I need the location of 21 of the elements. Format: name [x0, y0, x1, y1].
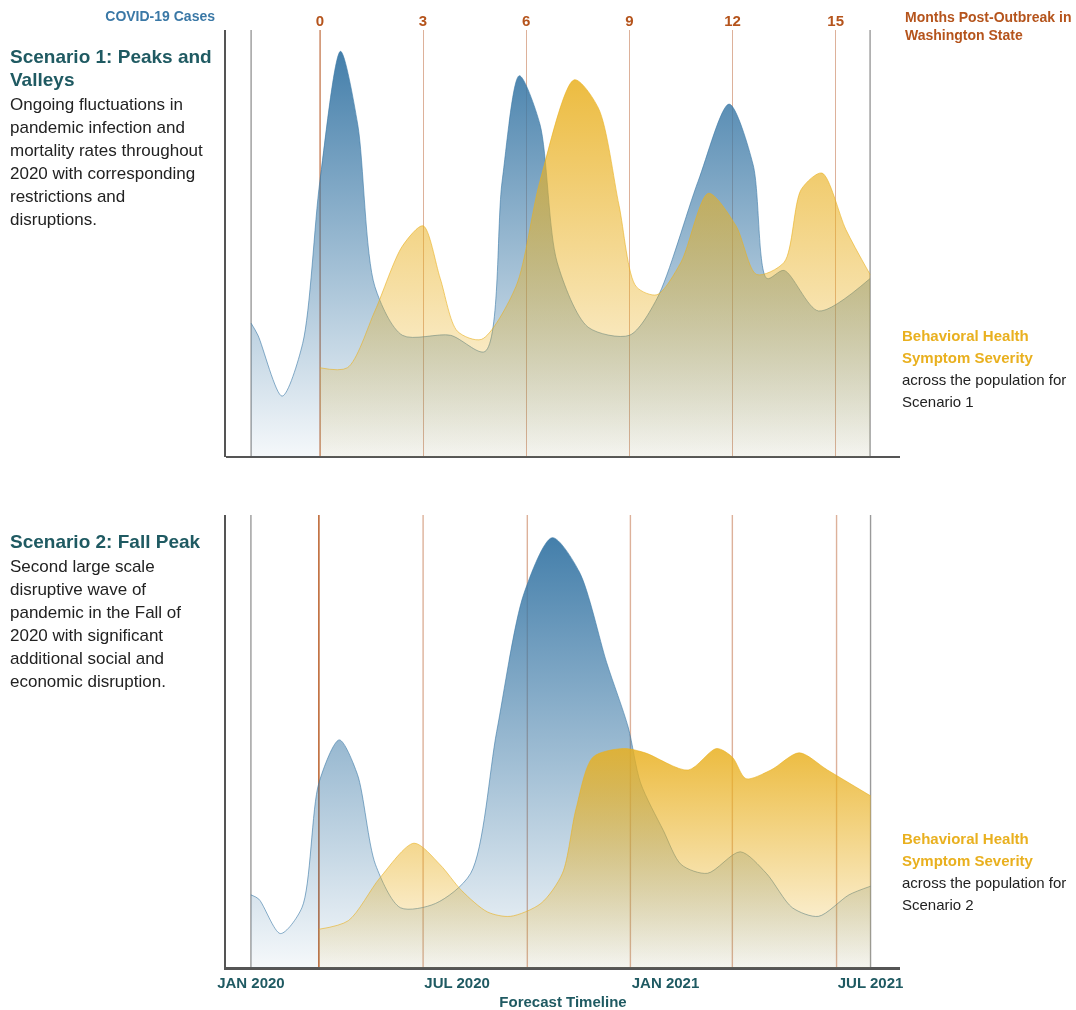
- x-axis-title: Months Post-Outbreak in Washington State: [905, 8, 1073, 44]
- x-tick-label: JAN 2021: [631, 974, 700, 991]
- text: COVID-19 Cases: [104, 8, 215, 24]
- chart-title: Scenario 1: Peaks and Valleys: [10, 45, 213, 91]
- x-tick-label: 15: [827, 12, 845, 29]
- chart-title: Scenario 2: Fall Peak: [10, 530, 202, 553]
- text: across the population for Scenario 1: [902, 369, 1068, 412]
- x-tick-label: 6: [522, 12, 531, 29]
- x-tick-label: 0: [315, 12, 325, 29]
- text: across the population for Scenario 2: [902, 872, 1068, 915]
- x-tick-label: 12: [724, 12, 741, 29]
- x-tick-label: JAN 2020: [217, 974, 285, 991]
- text: Behavioral Health Symptom Severity: [902, 828, 1034, 871]
- x-tick-label: JUL 2020: [424, 974, 490, 991]
- text: Ongoing fluctuations in pandemic infection and mortality rates throughout 2020 with corresponding restrictions and disruptions.: [10, 94, 204, 231]
- text: Behavioral Health Symptom Severity: [902, 325, 1034, 368]
- x-tick-label: JUL 2021: [837, 974, 904, 991]
- x-tick-label: 3: [418, 12, 428, 29]
- text: Second large scale disruptive wave of pandemic in the Fall of 2020 with significant additional social and economic disruption.: [10, 556, 183, 693]
- x-tick-label: 9: [625, 12, 634, 29]
- x-axis-title: Forecast Timeline: [499, 992, 627, 1010]
